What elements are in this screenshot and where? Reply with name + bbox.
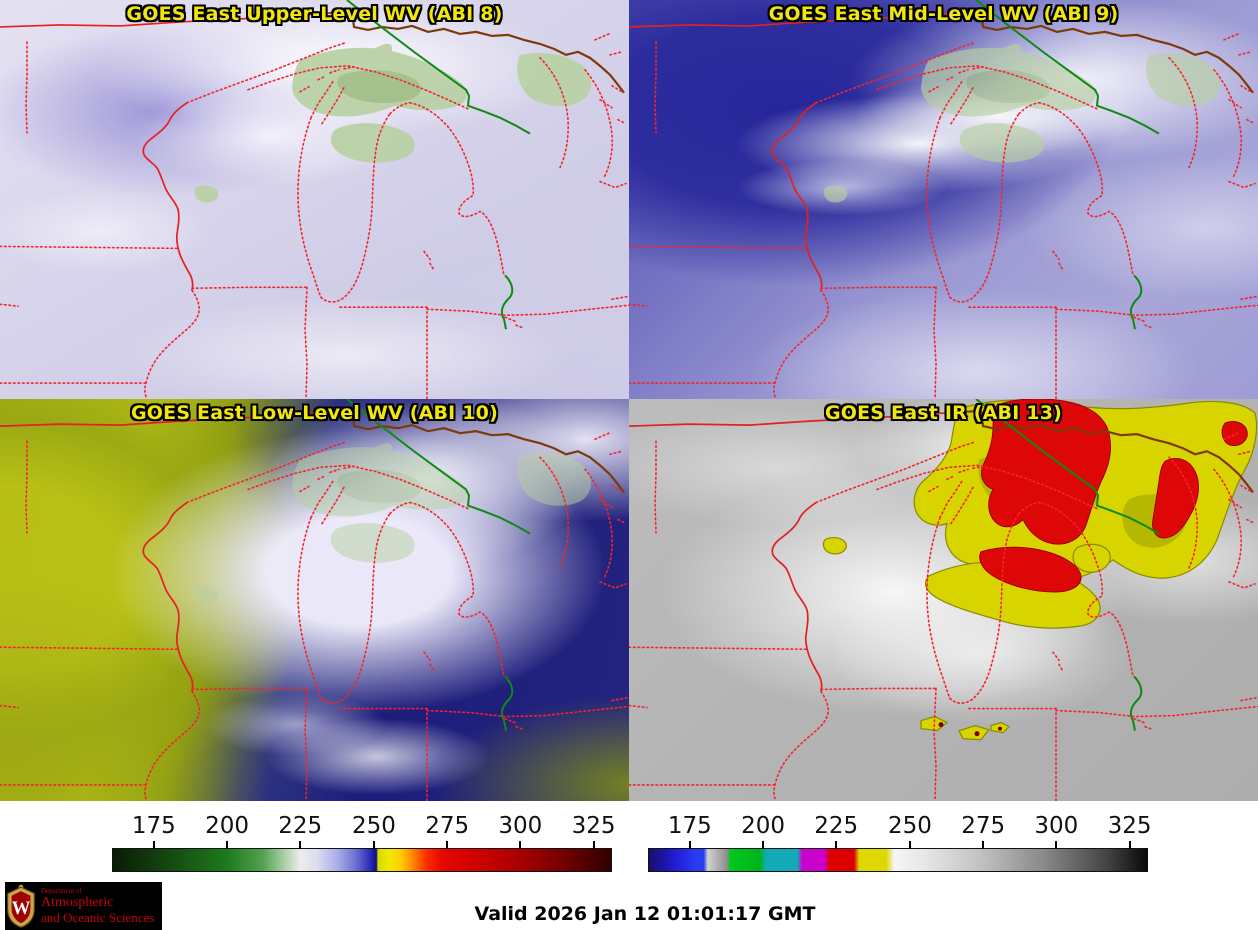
tick-mark	[762, 841, 765, 849]
tick-label: 300	[1034, 813, 1079, 839]
tick-label: 275	[425, 813, 470, 839]
uw-aos-logo: W Department of Atmospheric and Oceanic …	[5, 882, 162, 930]
colorbar-wv: 175 200 225 250 275 300 325	[112, 813, 616, 872]
colorbar-ir: 175 200 225 250 275 300 325	[648, 813, 1152, 872]
tick-label: 275	[961, 813, 1006, 839]
tick-label: 325	[1107, 813, 1152, 839]
svg-text:W: W	[12, 898, 31, 919]
panel-ir: GOES East IR (ABI 13)	[629, 399, 1258, 801]
tick-mark	[226, 841, 229, 849]
panel-title-abi13: GOES East IR (ABI 13)	[824, 402, 1063, 424]
tick-mark	[299, 841, 302, 849]
tick-label: 175	[131, 813, 176, 839]
uw-crest-icon: W	[7, 884, 35, 928]
tick-label: 225	[278, 813, 323, 839]
tick-mark	[446, 841, 449, 849]
tick-mark	[592, 841, 595, 849]
tick-mark	[1128, 841, 1131, 849]
tick-mark	[519, 841, 522, 849]
panel-title-abi8: GOES East Upper-Level WV (ABI 8)	[126, 3, 503, 25]
tick-mark	[1055, 841, 1058, 849]
panel-title-abi10: GOES East Low-Level WV (ABI 10)	[131, 402, 498, 424]
tick-mark	[372, 841, 375, 849]
panel-mid-level-wv: GOES East Mid-Level WV (ABI 9)	[629, 0, 1258, 399]
map-overlay-low	[0, 399, 629, 801]
logo-line1: Atmospheric	[41, 895, 114, 910]
map-overlay-ir	[629, 399, 1258, 801]
logo-dept: Department of	[41, 886, 82, 895]
tick-mark	[835, 841, 838, 849]
panel-upper-level-wv: GOES East Upper-Level WV (ABI 8)	[0, 0, 629, 399]
tick-mark	[688, 841, 691, 849]
valid-time-label: Valid 2026 Jan 12 01:01:17 GMT	[474, 903, 816, 925]
tick-label: 250	[351, 813, 396, 839]
tick-label: 200	[205, 813, 249, 839]
tick-mark	[982, 841, 985, 849]
panel-low-level-wv: GOES East Low-Level WV (ABI 10)	[0, 399, 629, 801]
logo-line2: and Oceanic Sciences	[41, 909, 155, 925]
tick-mark	[908, 841, 911, 849]
tick-label: 300	[498, 813, 543, 839]
tick-mark	[152, 841, 155, 849]
map-overlay-mid	[629, 0, 1258, 399]
panel-title-abi9: GOES East Mid-Level WV (ABI 9)	[768, 3, 1119, 25]
tick-label: 250	[887, 813, 932, 839]
map-overlay-upper	[0, 0, 629, 399]
logo-text: Department of Atmospheric and Oceanic Sc…	[41, 886, 155, 925]
tick-label: 325	[571, 813, 616, 839]
tick-label: 225	[814, 813, 859, 839]
tick-label: 175	[667, 813, 712, 839]
tick-label: 200	[741, 813, 785, 839]
